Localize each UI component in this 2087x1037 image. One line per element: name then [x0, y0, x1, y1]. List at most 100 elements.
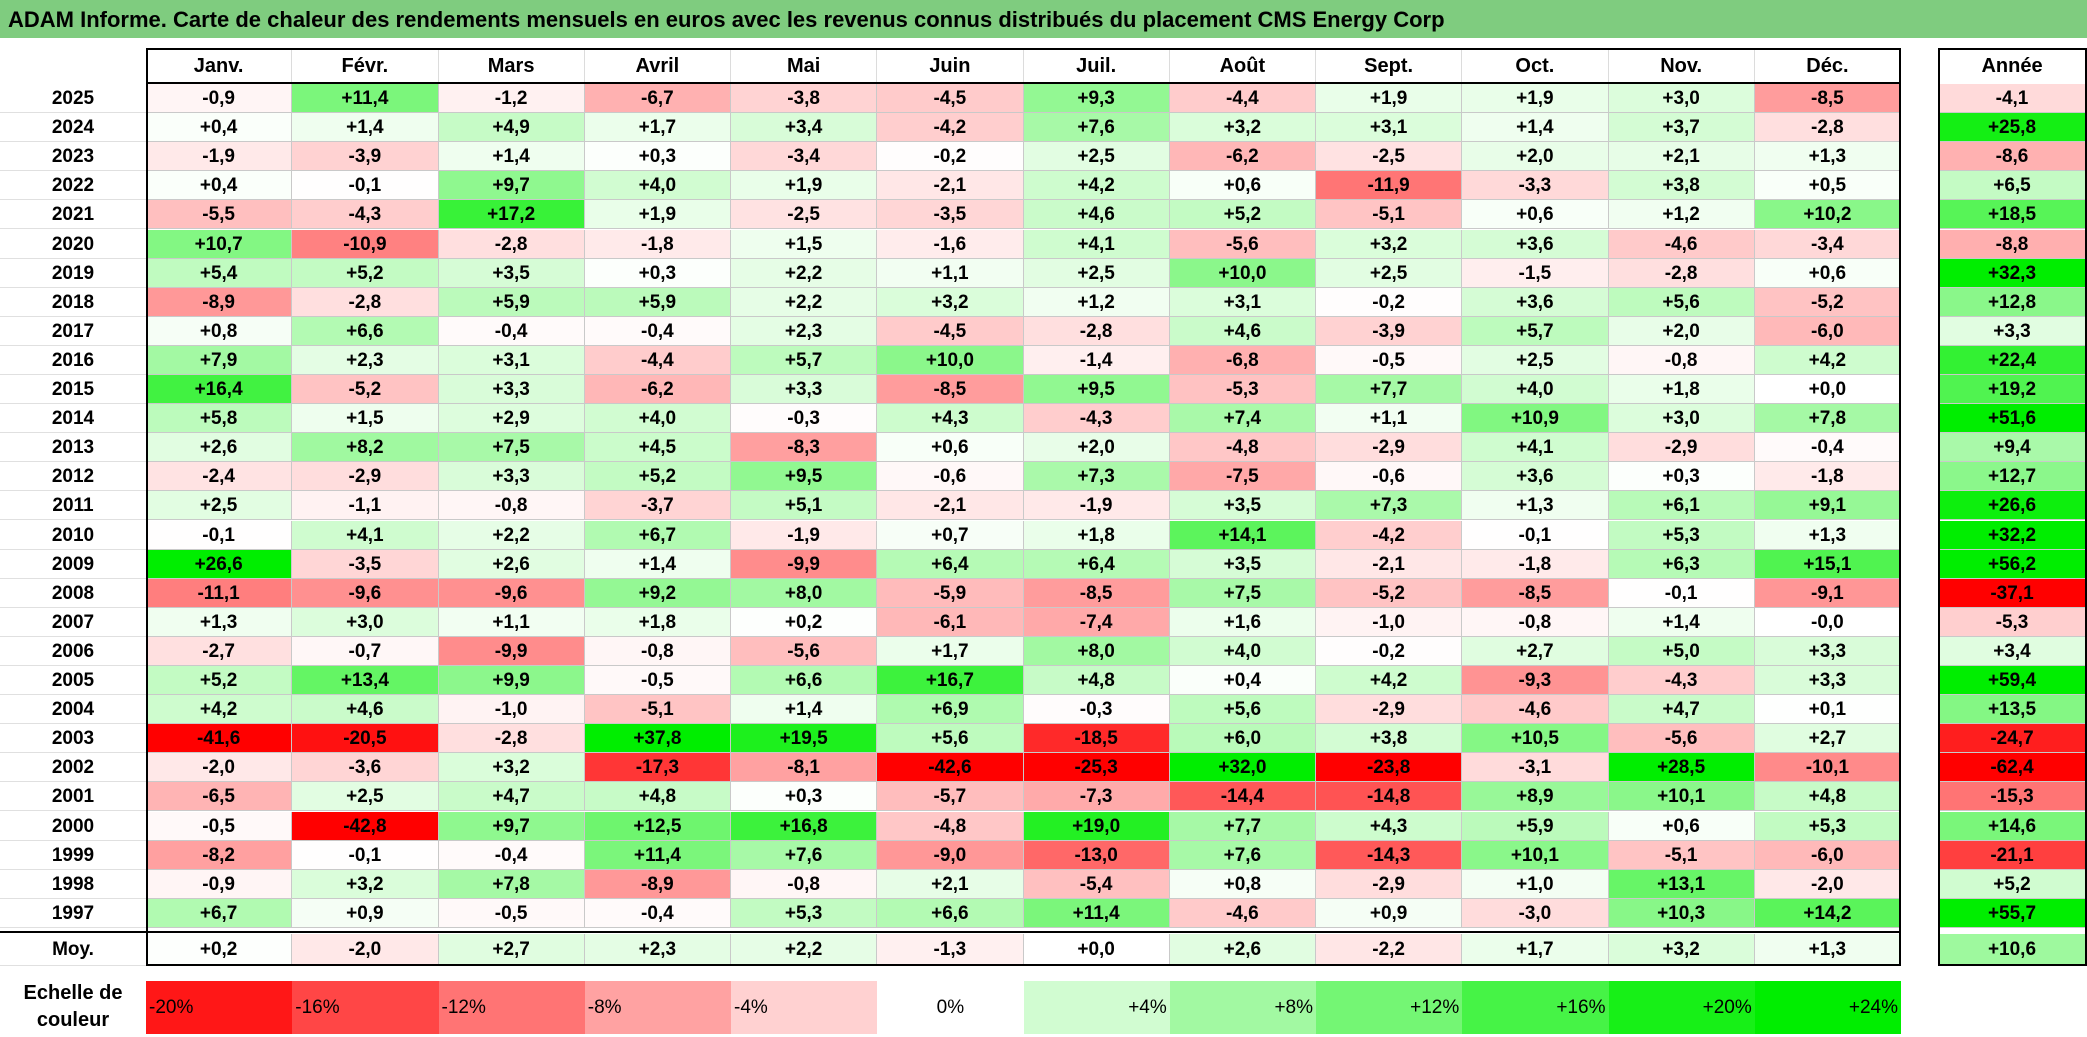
heatmap-cell: -6,1 [877, 607, 1024, 637]
heatmap-cell: +10,1 [1462, 840, 1609, 870]
heatmap-cell: -0,2 [1316, 287, 1463, 317]
heatmap-cell: +10,3 [1608, 898, 1755, 928]
heatmap-cell: -0,4 [438, 840, 585, 870]
heatmap-cell: +5,2 [1169, 200, 1316, 230]
heatmap-cell: +5,3 [1608, 520, 1755, 550]
heatmap-cell: +9,7 [438, 171, 585, 201]
heatmap-cell: +1,5 [731, 229, 878, 259]
heatmap-cell: -3,5 [292, 549, 439, 579]
heatmap-cell: +1,8 [1608, 375, 1755, 405]
heatmap-cell: -4,6 [1169, 898, 1316, 928]
column-header: Juin [877, 49, 1024, 84]
annual-cell: -8,8 [1938, 229, 2087, 259]
legend-label: Echelle de couleur [23, 982, 123, 1031]
heatmap-cell: +37,8 [584, 724, 731, 754]
heatmap-cell: +4,1 [1023, 229, 1170, 259]
heatmap-cell: +4,0 [584, 171, 731, 201]
heatmap-cell: +3,3 [438, 375, 585, 405]
heatmap-cell: -2,1 [877, 491, 1024, 521]
heatmap-cell: +2,5 [1316, 258, 1463, 288]
heatmap-cell: +1,1 [1316, 404, 1463, 434]
annual-cell: -24,7 [1938, 724, 2087, 754]
heatmap-cell: -4,2 [877, 113, 1024, 143]
heatmap-cell: +3,6 [1462, 462, 1609, 492]
heatmap-cell: +4,0 [1169, 636, 1316, 666]
heatmap-cell: -0,8 [438, 491, 585, 521]
heatmap-cell: -9,3 [1462, 666, 1609, 696]
heatmap-cell: +10,2 [1754, 200, 1901, 230]
heatmap-cell: +1,3 [1462, 491, 1609, 521]
heatmap-cell: -8,2 [146, 840, 293, 870]
heatmap-cell: -9,9 [438, 636, 585, 666]
heatmap-cell: +0,6 [877, 433, 1024, 463]
annual-cell: +14,6 [1938, 811, 2087, 841]
heatmap-cell: +2,6 [146, 433, 293, 463]
heatmap-cell: -2,1 [1316, 549, 1463, 579]
heatmap-cell: -0,6 [1316, 462, 1463, 492]
heatmap-cell: +3,3 [1754, 666, 1901, 696]
heatmap-cell: +4,7 [1608, 695, 1755, 725]
heatmap-cell: +5,3 [1754, 811, 1901, 841]
heatmap-cell: +6,3 [1608, 549, 1755, 579]
heatmap-cell: +13,1 [1608, 869, 1755, 899]
heatmap-cell: -5,6 [1608, 724, 1755, 754]
heatmap-cell: +3,1 [438, 345, 585, 375]
annual-cell: +26,6 [1938, 491, 2087, 521]
heatmap-cell: +0,6 [1169, 171, 1316, 201]
heatmap-cell: +3,2 [438, 753, 585, 783]
heatmap-cell: -3,5 [877, 200, 1024, 230]
heatmap-cell: -2,9 [292, 462, 439, 492]
heatmap-cell: +2,3 [731, 316, 878, 346]
heatmap-cell: -6,0 [1754, 316, 1901, 346]
heatmap-cell: -0,6 [877, 462, 1024, 492]
average-cell: +2,7 [438, 934, 585, 966]
heatmap-cell: -0,2 [877, 142, 1024, 172]
legend-swatch: +16% [1462, 981, 1609, 1034]
row-year-label: 2020 [0, 230, 146, 259]
column-header: Janv. [146, 49, 293, 84]
legend-swatch: +20% [1608, 981, 1755, 1034]
annual-cell: +9,4 [1938, 433, 2087, 463]
heatmap-cell: -5,2 [292, 375, 439, 405]
average-cell: +2,2 [731, 934, 878, 966]
row-year-label: 2011 [0, 491, 146, 521]
heatmap-cell: +6,4 [1023, 549, 1170, 579]
heatmap-cell: +0,2 [731, 607, 878, 637]
heatmap-cell: +1,3 [1754, 142, 1901, 172]
heatmap-cell: -14,8 [1316, 782, 1463, 812]
column-header: Mai [731, 49, 878, 84]
heatmap-cell: -2,9 [1608, 433, 1755, 463]
heatmap-cell: +9,2 [584, 578, 731, 608]
heatmap-cell: +16,7 [877, 666, 1024, 696]
heatmap-cell: -4,6 [1608, 229, 1755, 259]
heatmap-cell: -5,2 [1754, 287, 1901, 317]
annual-column-header: Année [1938, 49, 2087, 84]
heatmap-cell: -9,0 [877, 840, 1024, 870]
heatmap-cell: -2,8 [438, 724, 585, 754]
heatmap-cell: +5,9 [584, 287, 731, 317]
heatmap-cell: -6,7 [584, 84, 731, 114]
heatmap-cell: -2,5 [1316, 142, 1463, 172]
heatmap-cell: -6,2 [584, 375, 731, 405]
heatmap-cell: +17,2 [438, 200, 585, 230]
heatmap-cell: +7,6 [731, 840, 878, 870]
heatmap-cell: +10,0 [877, 345, 1024, 375]
heatmap-cell: -8,5 [1023, 578, 1170, 608]
heatmap-cell: -41,6 [146, 724, 293, 754]
heatmap-cell: +3,2 [1169, 113, 1316, 143]
heatmap-cell: -2,8 [1608, 258, 1755, 288]
heatmap-cell: +3,8 [1608, 171, 1755, 201]
heatmap-cell: +8,9 [1462, 782, 1609, 812]
heatmap-cell: -5,6 [1169, 229, 1316, 259]
heatmap-cell: +0,8 [1169, 869, 1316, 899]
heatmap-cell: -0,1 [292, 171, 439, 201]
heatmap-cell: +4,8 [584, 782, 731, 812]
row-year-label: 2023 [0, 142, 146, 172]
legend-swatch: -8% [584, 981, 731, 1034]
heatmap-cell: +6,7 [584, 520, 731, 550]
heatmap-cell: -4,4 [584, 345, 731, 375]
heatmap-cell: +1,4 [1608, 607, 1755, 637]
heatmap-cell: +3,0 [1608, 404, 1755, 434]
heatmap-cell: +7,3 [1316, 491, 1463, 521]
heatmap-cell: +5,9 [438, 287, 585, 317]
